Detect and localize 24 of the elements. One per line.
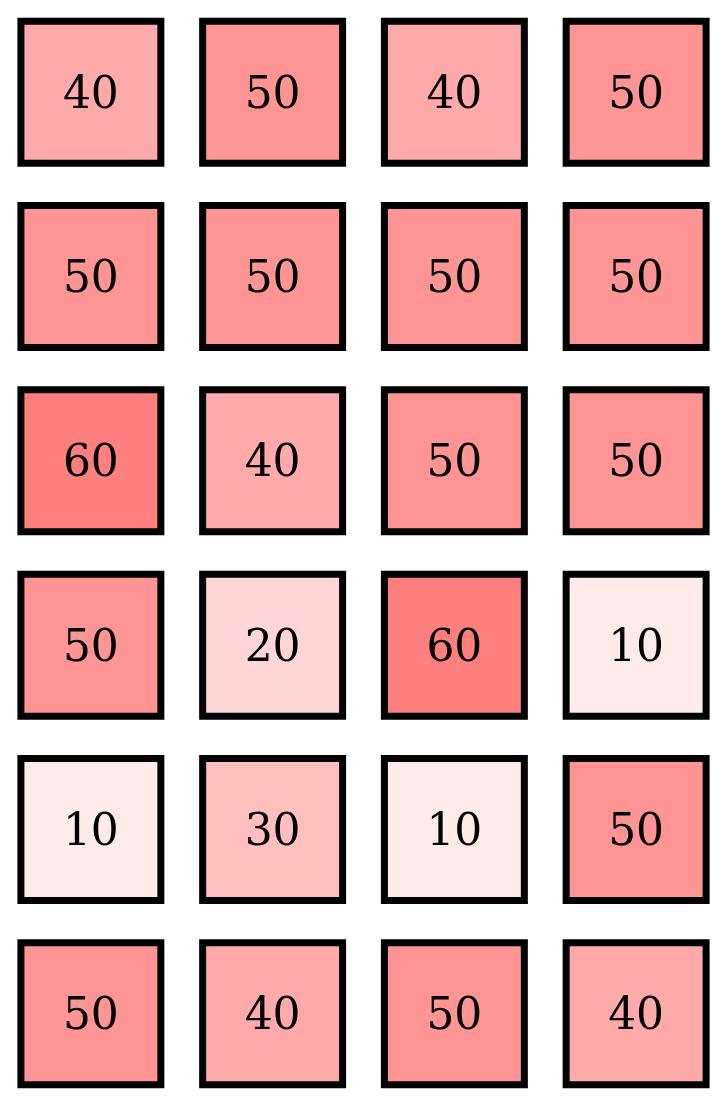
data-label: 60	[426, 619, 483, 671]
data-label: 40	[608, 988, 665, 1040]
data-label: 10	[426, 804, 483, 855]
data-label: 50	[426, 251, 483, 302]
data-label: 30	[244, 804, 301, 855]
data-label: 50	[426, 988, 483, 1040]
data-label: 50	[608, 251, 665, 302]
data-label: 50	[608, 66, 665, 118]
data-label: 40	[244, 988, 301, 1040]
data-label: 60	[62, 435, 119, 487]
data-label: 40	[426, 66, 483, 118]
data-label: 50	[608, 804, 665, 855]
data-label: 10	[62, 804, 119, 855]
data-label: 50	[62, 619, 119, 671]
data-label: 50	[244, 66, 301, 118]
data-label: 20	[244, 619, 301, 671]
data-label: 50	[608, 435, 665, 487]
data-label: 50	[62, 251, 119, 302]
data-label: 40	[62, 66, 119, 118]
data-label: 40	[244, 435, 301, 487]
data-label: 50	[62, 988, 119, 1040]
data-label: 10	[608, 619, 665, 671]
data-label: 50	[244, 251, 301, 302]
data-label: 50	[426, 435, 483, 487]
